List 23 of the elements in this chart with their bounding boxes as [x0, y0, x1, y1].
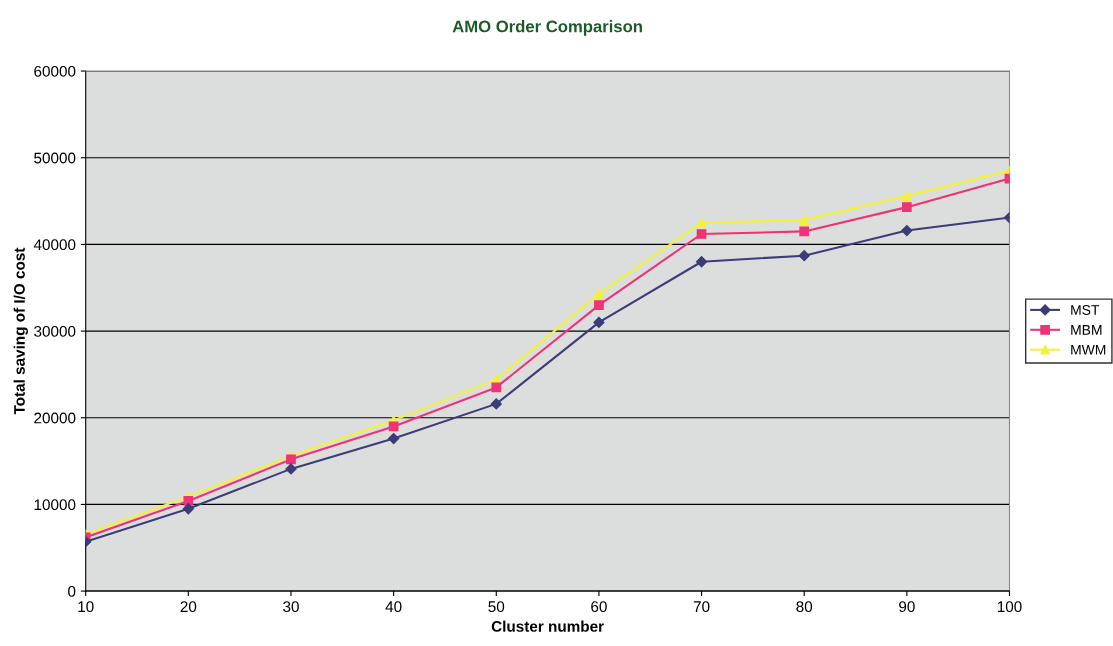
x-tick-label: 50 [488, 601, 505, 613]
y-tick-label: 30000 [34, 325, 76, 337]
y-tick-label: 20000 [34, 412, 76, 424]
x-tick-label: 70 [693, 601, 710, 613]
y-tick-label: 50000 [34, 152, 76, 164]
chart-title: AMO Order Comparison [452, 20, 642, 36]
x-axis-title: Cluster number [491, 620, 604, 632]
y-axis-title: Total saving of I/O cost [13, 247, 28, 415]
x-tick-label: 90 [899, 601, 915, 613]
x-tick-label: 40 [385, 601, 402, 613]
y-tick-label: 0 [68, 585, 76, 597]
x-tick-label: 100 [997, 601, 1022, 613]
y-tick-label: 40000 [33, 239, 76, 251]
y-tick-label: 10000 [34, 499, 76, 511]
legend-label: MST [1071, 305, 1100, 315]
y-tick-label: 60000 [34, 65, 76, 77]
legend-label: MWM [1071, 345, 1106, 355]
x-tick-label: 60 [591, 601, 607, 613]
x-tick-label: 10 [78, 601, 94, 613]
x-tick-label: 20 [180, 601, 197, 613]
legend-label: MBM [1071, 325, 1102, 335]
x-tick-label: 80 [796, 601, 813, 613]
x-tick-label: 30 [283, 601, 299, 613]
